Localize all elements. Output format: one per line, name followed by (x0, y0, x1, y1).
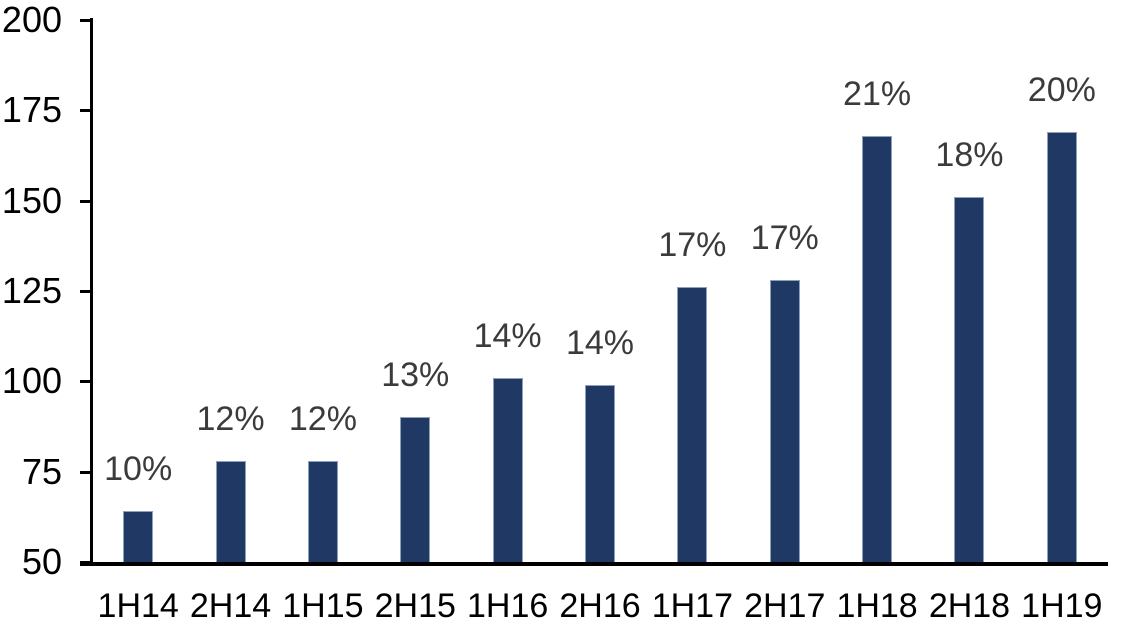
bar-2h14 (215, 460, 246, 562)
data-label-1h14: 10% (104, 450, 173, 489)
bar-1h18 (862, 135, 893, 562)
data-label-2h14: 12% (196, 399, 265, 438)
x-axis-line (80, 562, 1108, 566)
data-label-1h17: 17% (658, 226, 727, 265)
y-axis-tick-label: 200 (1, 0, 62, 40)
x-axis-tick-label-1h15: 1H15 (282, 587, 364, 625)
x-axis-tick-label-2h15: 2H15 (374, 587, 456, 625)
x-axis-tick-label-2h17: 2H17 (744, 587, 826, 625)
y-axis-tick-mark (80, 470, 91, 474)
data-label-2h18: 18% (935, 136, 1004, 175)
data-label-1h16: 14% (473, 316, 542, 355)
y-axis-tick-label: 125 (1, 270, 62, 311)
bar-1h19 (1046, 132, 1077, 562)
x-axis-tick-label-1h18: 1H18 (836, 587, 918, 625)
y-axis-tick-label: 75 (21, 450, 62, 492)
y-axis-tick-mark (80, 19, 91, 22)
bar-1h17 (677, 287, 708, 562)
y-axis-tick-mark (80, 199, 91, 203)
y-axis-tick-label: 100 (1, 360, 62, 402)
y-axis-tick-label: 150 (1, 179, 62, 221)
bar-1h14 (123, 511, 154, 562)
y-axis-tick-mark (80, 380, 91, 384)
x-axis-tick-label-2h14: 2H14 (189, 587, 272, 625)
data-label-1h19: 20% (1027, 71, 1096, 109)
x-axis-tick-label-1h17: 1H17 (651, 587, 733, 625)
y-axis-tick-label: 50 (21, 541, 62, 582)
x-axis-tick-label-1h14: 1H14 (97, 587, 179, 625)
x-axis-tick-label-1h16: 1H16 (466, 587, 549, 625)
bar-2h16 (585, 384, 615, 562)
y-axis-line (90, 18, 93, 566)
x-axis-tick-label-2h16: 2H16 (559, 587, 641, 625)
y-axis-tick-mark (80, 290, 91, 293)
data-label-2h17: 17% (750, 219, 819, 258)
x-axis-tick-label-1h19: 1H19 (1021, 587, 1103, 625)
data-label-1h18: 21% (843, 74, 912, 113)
x-axis-tick-label-2h18: 2H18 (928, 587, 1011, 625)
y-axis-tick-mark (80, 109, 91, 113)
data-label-2h15: 13% (381, 356, 450, 395)
data-label-2h16: 14% (565, 323, 635, 362)
bar-2h18 (954, 197, 985, 562)
bar-1h15 (307, 460, 338, 562)
bar-2h17 (769, 280, 800, 562)
bar-1h16 (492, 377, 523, 562)
bar-2h15 (400, 417, 431, 562)
data-label-1h15: 12% (288, 399, 357, 438)
y-axis-tick-label: 175 (1, 89, 62, 131)
